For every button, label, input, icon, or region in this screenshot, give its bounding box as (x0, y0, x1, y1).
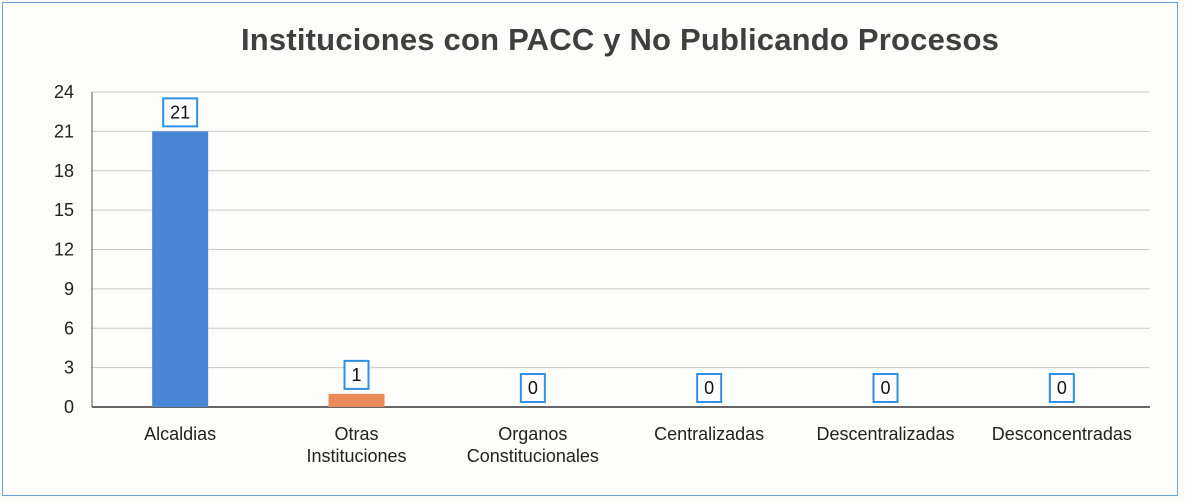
x-category-label: Alcaldias (144, 424, 216, 444)
x-category-label: Organos (498, 424, 567, 444)
data-label: 0 (528, 378, 538, 398)
x-category-label: Desconcentradas (992, 424, 1132, 444)
x-category-label: Instituciones (306, 446, 406, 466)
data-label: 1 (351, 365, 361, 385)
label-layer: 21 1 0 0 0 0 (162, 97, 1075, 403)
data-label-box (162, 97, 199, 128)
data-label-box (519, 373, 546, 403)
data-label-box (872, 373, 899, 403)
y-tick-label: 24 (54, 82, 74, 102)
x-category-label: Descentralizadas (816, 424, 954, 444)
x-category-label: Constitucionales (467, 446, 599, 466)
chart-title: Instituciones con PACC y No Publicando P… (240, 22, 1000, 57)
data-label: 21 (170, 102, 190, 122)
x-category-label: Centralizadas (654, 424, 764, 444)
axis-layer: 0 3 6 9 12 15 18 21 24 Alcaldias OtrasInstitucione… (54, 82, 1150, 466)
bar (152, 131, 209, 407)
y-tick-label: 0 (64, 397, 74, 417)
data-label: 0 (1057, 378, 1067, 398)
y-tick-label: 12 (54, 240, 74, 260)
data-label-box (1048, 373, 1075, 403)
data-label-box (343, 359, 370, 390)
bar (328, 393, 385, 407)
y-tick-label: 9 (64, 279, 74, 299)
y-tick-label: 21 (54, 121, 74, 141)
data-label: 0 (880, 378, 890, 398)
data-label: 0 (704, 378, 714, 398)
bar-layer (152, 131, 385, 407)
y-tick-label: 3 (64, 358, 74, 378)
y-tick-label: 6 (64, 318, 74, 338)
x-category-label: Otras (334, 424, 378, 444)
y-tick-label: 18 (54, 161, 74, 181)
grid-layer (92, 91, 1150, 369)
data-label-box (696, 373, 723, 403)
y-tick-label: 15 (54, 200, 74, 220)
